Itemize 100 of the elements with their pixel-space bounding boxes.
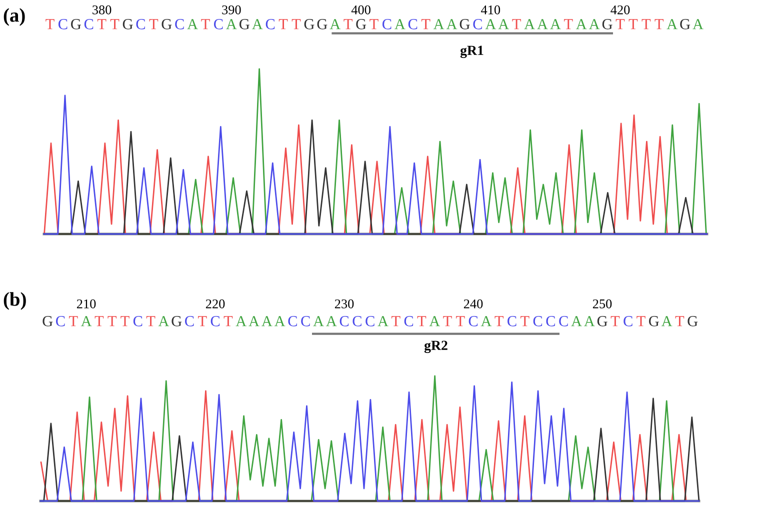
text: C (559, 316, 568, 326)
text: T (642, 19, 651, 30)
text: A (524, 19, 535, 30)
text: T (636, 316, 646, 326)
text: A (433, 19, 444, 30)
text: C (210, 316, 220, 326)
text: T (494, 316, 504, 326)
text: A (429, 316, 440, 326)
text: T (97, 19, 106, 30)
text: C (58, 19, 68, 30)
text: C (56, 316, 65, 326)
text: T (146, 316, 156, 326)
text: gR2 (424, 340, 448, 353)
x-tick-label: 420 (610, 5, 630, 14)
text: C (546, 316, 555, 326)
text: A (661, 316, 672, 326)
text: G (240, 19, 250, 30)
text: C (473, 19, 482, 30)
text: A (692, 19, 704, 30)
text: G (71, 19, 81, 30)
text: G (162, 19, 172, 30)
text: A (226, 19, 237, 30)
x-tick-label: 390 (222, 5, 241, 14)
text: A (498, 19, 510, 30)
x-tick-label: 230 (334, 299, 354, 308)
text: T (456, 316, 465, 326)
text: T (224, 316, 233, 326)
text: G (597, 316, 608, 326)
text: C (352, 316, 362, 326)
text: G (172, 316, 182, 326)
text: C (468, 316, 478, 326)
text: A (588, 19, 600, 30)
text: T (198, 316, 207, 326)
text: C (408, 19, 418, 30)
text: G (122, 19, 133, 30)
text: T (69, 316, 78, 326)
text: T (110, 19, 120, 30)
text: T (616, 19, 625, 30)
chart-title: (a) (4, 8, 25, 26)
text: C (301, 316, 310, 326)
text: G (680, 19, 690, 30)
text: A (666, 19, 678, 30)
text: A (571, 316, 582, 326)
text: A (480, 316, 492, 326)
text: G (42, 316, 53, 326)
text: C (508, 316, 516, 326)
text: T (120, 316, 130, 326)
text: A (158, 316, 170, 326)
text: T (201, 19, 210, 30)
text: C (175, 19, 184, 30)
text: T (417, 316, 426, 326)
text: A (394, 19, 406, 30)
text: C (404, 316, 414, 326)
text: A (262, 316, 272, 326)
text: C (214, 19, 223, 30)
text: T (610, 316, 620, 326)
text: A (330, 19, 341, 30)
text: A (274, 316, 286, 326)
x-tick-label: 400 (351, 5, 370, 14)
text: A (252, 19, 263, 30)
text: T (675, 316, 684, 326)
text: C (382, 19, 392, 30)
text: A (485, 19, 496, 30)
text: G (317, 19, 328, 30)
text: G (602, 19, 612, 30)
text: C (266, 19, 275, 30)
x-tick-label: 380 (92, 5, 112, 14)
x-tick-label: 220 (206, 299, 225, 308)
x-tick-label: 210 (76, 299, 96, 308)
text: A (446, 19, 458, 30)
text: T (392, 316, 400, 326)
text: G (688, 316, 698, 326)
text: A (378, 316, 388, 326)
text: G (460, 19, 470, 30)
text: C (288, 316, 297, 326)
text: T (443, 316, 452, 326)
text: T (421, 19, 430, 30)
text: T (292, 19, 301, 30)
text: A (187, 19, 198, 30)
text: gR1 (460, 46, 484, 58)
text: C (136, 19, 145, 30)
x-tick-label: 250 (592, 299, 612, 308)
text: A (80, 316, 92, 326)
text: C (366, 316, 374, 326)
text: T (654, 19, 664, 30)
text: A (236, 316, 247, 326)
text: T (46, 19, 54, 30)
text: G (356, 19, 366, 30)
text: A (550, 19, 561, 30)
text: T (94, 316, 104, 326)
text: C (533, 316, 542, 326)
text: T (628, 19, 638, 30)
text: A (313, 316, 324, 326)
text: C (340, 316, 349, 326)
text: T (370, 19, 378, 30)
text: T (520, 316, 530, 326)
x-tick-label: 410 (481, 5, 500, 14)
text: C (624, 316, 632, 326)
text: T (344, 19, 352, 30)
text: G (304, 19, 314, 30)
